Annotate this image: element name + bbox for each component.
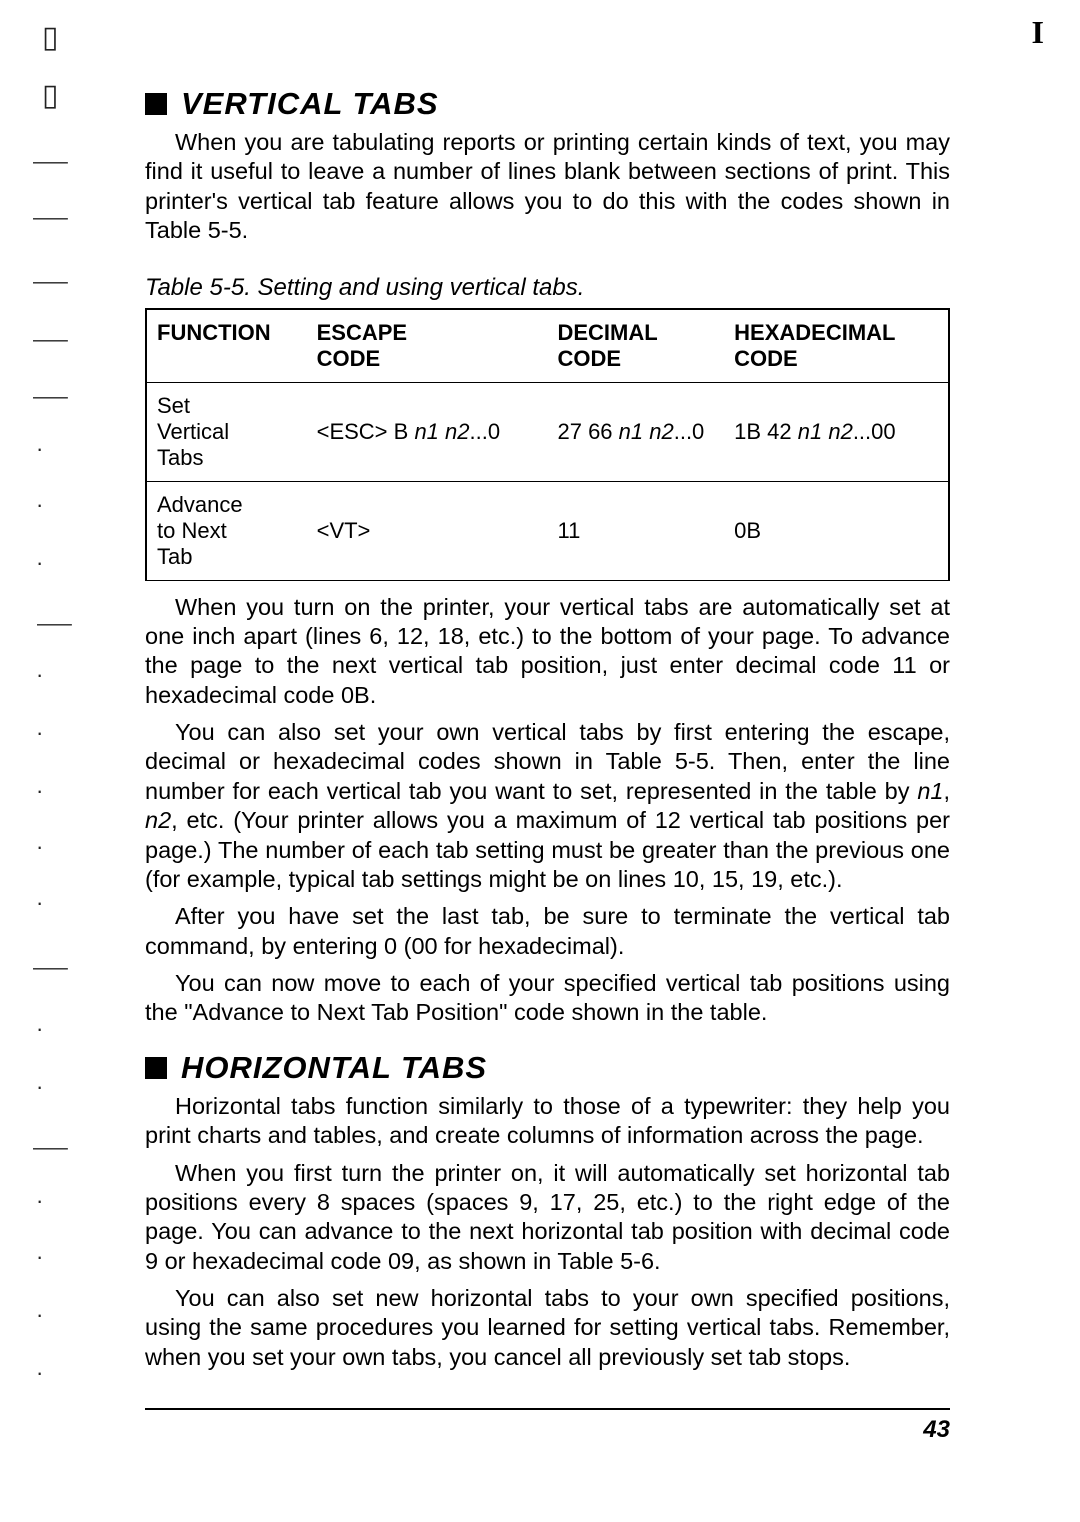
cell-function: Advanceto NextTab — [146, 481, 307, 580]
scan-artifact-mark: I — [1032, 14, 1044, 51]
table-caption: Table 5-5. Setting and using vertical ta… — [145, 274, 950, 302]
col-escape: ESCAPECODE — [307, 309, 548, 383]
cell-escape: <ESC> B n1 n2...0 — [307, 382, 548, 481]
cell-hex: 1B 42 n1 n2...00 — [724, 382, 949, 481]
table-row: SetVerticalTabs <ESC> B n1 n2...0 27 66 … — [146, 382, 949, 481]
col-hex: HEXADECIMALCODE — [724, 309, 949, 383]
cell-hex: 0B — [724, 481, 949, 580]
page-footer: 43 — [145, 1408, 950, 1444]
cell-escape: <VT> — [307, 481, 548, 580]
cell-decimal: 11 — [547, 481, 724, 580]
codes-table: FUNCTION ESCAPECODE DECIMALCODE HEXADECI… — [145, 308, 950, 581]
col-function: FUNCTION — [146, 309, 307, 383]
table-header-row: FUNCTION ESCAPECODE DECIMALCODE HEXADECI… — [146, 309, 949, 383]
body-paragraph: When you turn on the printer, your verti… — [145, 593, 950, 711]
vertical-tabs-heading: VERTICAL TABS — [145, 86, 950, 122]
heading-text: HORIZONTAL TABS — [181, 1050, 487, 1086]
body-paragraph: You can also set your own vertical tabs … — [145, 718, 950, 894]
body-paragraph: When you first turn the printer on, it w… — [145, 1159, 950, 1277]
binder-hole-marks: ▯ ▯ ⸺ ⸺ ⸺ ⸺ ⸺ · · · ⸺ · · · · · ⸺ · · ⸺ … — [14, 20, 74, 1420]
bullet-square-icon — [145, 1057, 167, 1079]
body-paragraph: You can also set new horizontal tabs to … — [145, 1284, 950, 1372]
page-number: 43 — [923, 1416, 950, 1443]
bullet-square-icon — [145, 93, 167, 115]
horizontal-tabs-heading: HORIZONTAL TABS — [145, 1050, 950, 1086]
body-paragraph: After you have set the last tab, be sure… — [145, 902, 950, 961]
heading-text: VERTICAL TABS — [181, 86, 439, 122]
cell-decimal: 27 66 n1 n2...0 — [547, 382, 724, 481]
table-row: Advanceto NextTab <VT> 11 0B — [146, 481, 949, 580]
cell-function: SetVerticalTabs — [146, 382, 307, 481]
document-page: I ▯ ▯ ⸺ ⸺ ⸺ ⸺ ⸺ · · · ⸺ · · · · · ⸺ · · … — [0, 0, 1080, 1522]
vertical-tabs-intro-paragraph: When you are tabulating reports or print… — [145, 128, 950, 246]
body-paragraph: Horizontal tabs function similarly to th… — [145, 1092, 950, 1151]
col-decimal: DECIMALCODE — [547, 309, 724, 383]
body-paragraph: You can now move to each of your specifi… — [145, 969, 950, 1028]
